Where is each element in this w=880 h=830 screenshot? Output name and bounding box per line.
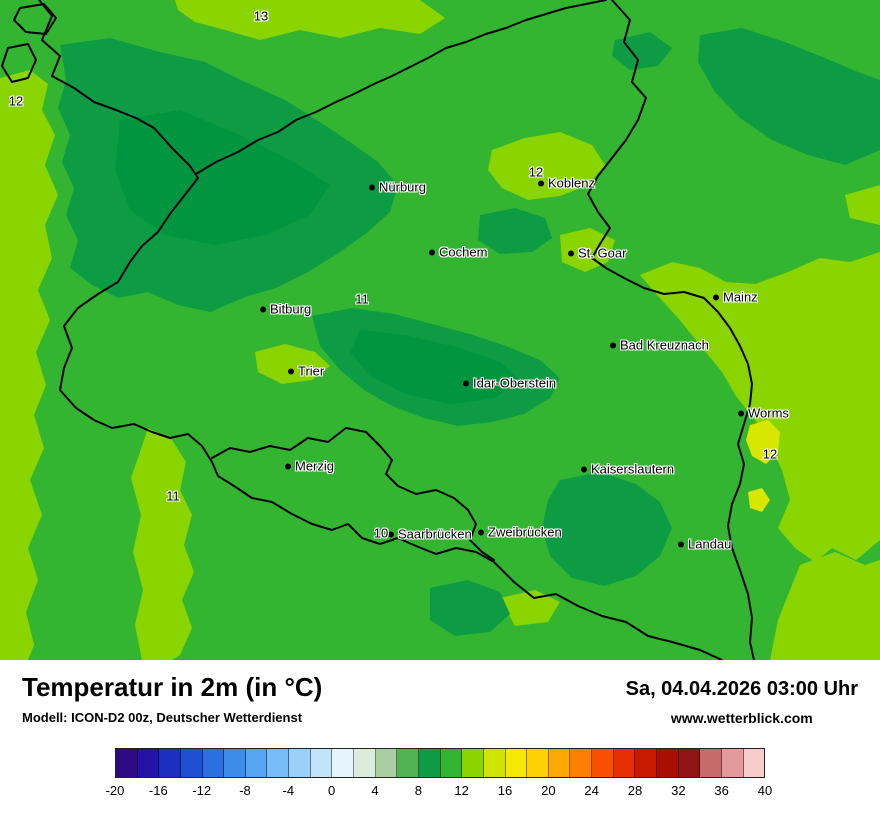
colorbar-tick-label: -12 <box>192 783 212 798</box>
map-footer: Temperatur in 2m (in °C) Modell: ICON-D2… <box>0 660 880 830</box>
colorbar-cell <box>700 749 722 777</box>
colorbar-cell <box>743 749 765 777</box>
colorbar-tick-label: 24 <box>584 783 599 798</box>
weather-map: Nürburg Koblenz Cochem St. Goar Bitburg Mainz… <box>0 0 880 660</box>
colorbar-cell <box>592 749 614 777</box>
colorbar-tick-label: 4 <box>371 783 379 798</box>
border-saarland <box>211 427 495 561</box>
border-lines <box>1 0 755 660</box>
colorbar-tick-label: 36 <box>714 783 729 798</box>
colorbar-cell <box>570 749 593 777</box>
colorbar-ticks: -20 -16 -12 -8 -4 0 4 8 12 16 20 24 28 32 36 40 <box>106 783 773 801</box>
colorbar-cell <box>657 749 679 777</box>
footer-right-column: Sa, 04.04.2026 03:00 Uhr www.wetterblick… <box>626 672 858 726</box>
temperature-colorbar: -20 -16 -12 -8 -4 0 4 8 12 16 20 24 28 32 36 40 <box>106 748 773 801</box>
colorbar-cell <box>548 749 571 777</box>
colorbar-cell <box>310 749 333 777</box>
colorbar-cell <box>397 749 419 777</box>
colorbar-cell <box>137 749 160 777</box>
colorbar-cell <box>483 749 506 777</box>
forecast-datetime: Sa, 04.04.2026 03:00 Uhr <box>625 678 858 700</box>
colorbar-cell <box>527 749 549 777</box>
colorbar-cell <box>180 749 203 777</box>
colorbar-tick-label: -16 <box>148 783 168 798</box>
colorbar-tick-label: 32 <box>671 783 686 798</box>
footer-header-row: Temperatur in 2m (in °C) Modell: ICON-D2… <box>22 672 858 726</box>
border-west-south <box>37 0 723 660</box>
colorbar-tick-label: 8 <box>414 783 422 798</box>
footer-left-column: Temperatur in 2m (in °C) Modell: ICON-D2… <box>22 672 322 725</box>
colorbar-tick-label: 0 <box>328 783 336 798</box>
colorbar-cell <box>332 749 355 777</box>
colorbar-tick-label: -8 <box>239 783 251 798</box>
website-label: www.wetterblick.com <box>670 710 813 726</box>
colorbar-cell <box>202 749 225 777</box>
colorbar-cell <box>375 749 398 777</box>
colorbar-tick-label: 40 <box>757 783 773 798</box>
colorbar-tick-label: 20 <box>541 783 556 798</box>
border-enclave-2 <box>1 43 37 83</box>
colorbar-cell <box>289 749 311 777</box>
colorbar-tick-label: -4 <box>282 783 295 798</box>
colorbar-tick-label: 28 <box>627 783 643 798</box>
border-north <box>195 0 607 175</box>
colorbar-cell <box>418 749 441 777</box>
colorbar-tick-label: 12 <box>454 783 469 798</box>
colorbar-cells <box>115 748 765 778</box>
colorbar-cell <box>440 749 463 777</box>
colorbar-cell <box>224 749 246 777</box>
model-info: Modell: ICON-D2 00z, Deutscher Wetterdie… <box>22 710 303 725</box>
colorbar-cell <box>678 749 701 777</box>
temperature-map-svg <box>0 0 880 660</box>
colorbar-cell <box>245 749 268 777</box>
colorbar-cell <box>159 749 181 777</box>
warmest-spots <box>746 420 780 512</box>
colorbar-tick-label: 16 <box>497 783 513 798</box>
colorbar-tick-label: -20 <box>105 783 125 798</box>
colorbar-cell <box>613 749 636 777</box>
colorbar-cell <box>505 749 528 777</box>
warm-regions <box>0 0 880 660</box>
border-enclave-1 <box>13 3 57 35</box>
colorbar-cell <box>462 749 484 777</box>
colorbar-cell <box>635 749 658 777</box>
colorbar-cell <box>721 749 744 777</box>
colorbar-cell <box>354 749 376 777</box>
colorbar-cell <box>116 749 138 777</box>
border-east <box>587 0 755 660</box>
colorbar-cell <box>267 749 290 777</box>
map-title: Temperatur in 2m (in °C) <box>22 672 323 702</box>
